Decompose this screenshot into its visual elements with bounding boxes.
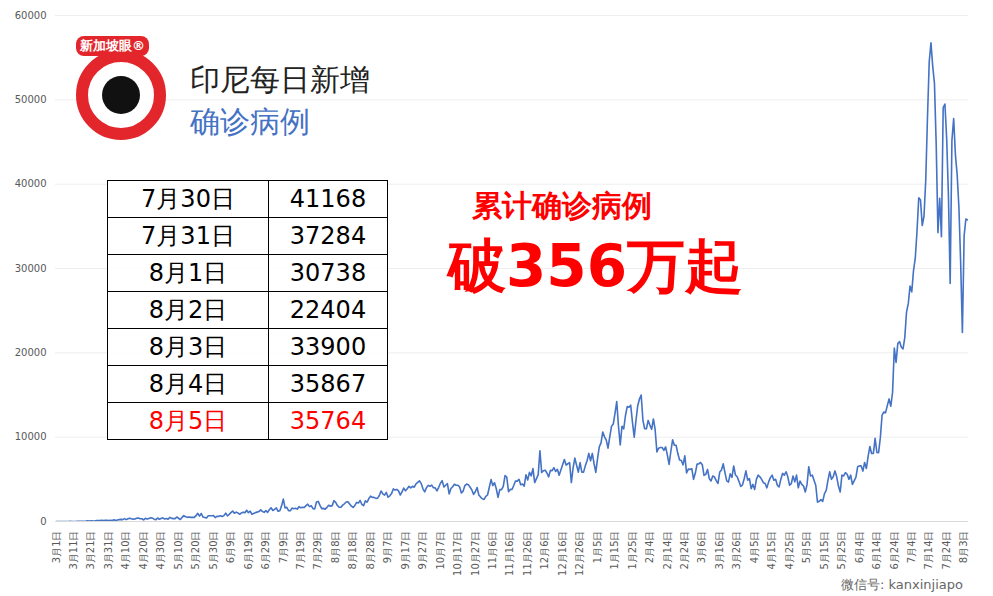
- svg-text:1月15日: 1月15日: [609, 531, 620, 570]
- svg-text:3月16日: 3月16日: [714, 531, 725, 570]
- svg-text:7月29日: 7月29日: [312, 531, 323, 570]
- svg-text:5月15日: 5月15日: [819, 531, 830, 570]
- svg-text:4月5日: 4月5日: [749, 531, 760, 564]
- svg-text:2月24日: 2月24日: [679, 531, 690, 570]
- svg-text:10月17日: 10月17日: [452, 531, 463, 576]
- html-text:破356万起: 破356万起: [448, 232, 744, 300]
- html-text:新加坡眼®: 新加坡眼®: [80, 38, 145, 53]
- svg-text:5月20日: 5月20日: [190, 531, 201, 570]
- svg-text:10月7日: 10月7日: [435, 531, 446, 570]
- svg-text:0: 0: [40, 516, 46, 527]
- html-text:累计确诊病例: 累计确诊病例: [472, 188, 652, 223]
- svg-text:9月27日: 9月27日: [417, 531, 428, 570]
- html-text:8月4日: 8月4日: [148, 370, 228, 398]
- svg-text:40000: 40000: [15, 178, 47, 189]
- svg-text:4月25日: 4月25日: [784, 531, 795, 570]
- svg-text:4月30日: 4月30日: [155, 531, 166, 570]
- html-text:33900: 33900: [289, 333, 367, 361]
- html-text:35764: 35764: [289, 407, 367, 435]
- svg-text:8月8日: 8月8日: [330, 531, 341, 564]
- html-text:35867: 35867: [289, 370, 367, 398]
- svg-text:6月14日: 6月14日: [871, 531, 882, 570]
- html-text:微信号: kanxinjiapo: 微信号: kanxinjiapo: [841, 577, 963, 592]
- svg-text:3月11日: 3月11日: [68, 531, 79, 570]
- svg-text:20000: 20000: [15, 347, 47, 358]
- html-text:8月5日: 8月5日: [148, 407, 228, 435]
- svg-text:4月10日: 4月10日: [120, 531, 131, 570]
- svg-text:30000: 30000: [15, 263, 47, 274]
- svg-text:8月3日: 8月3日: [958, 531, 969, 564]
- svg-text:11月16日: 11月16日: [504, 531, 515, 576]
- svg-text:4月15日: 4月15日: [766, 531, 777, 570]
- svg-text:6月24日: 6月24日: [889, 531, 900, 570]
- svg-text:2月14日: 2月14日: [662, 531, 673, 570]
- svg-text:5月25日: 5月25日: [836, 531, 847, 570]
- svg-text:5月10日: 5月10日: [173, 531, 184, 570]
- svg-text:3月6日: 3月6日: [696, 531, 707, 564]
- svg-text:7月19日: 7月19日: [295, 531, 306, 570]
- svg-text:2月4日: 2月4日: [644, 531, 655, 564]
- svg-text:8月18日: 8月18日: [347, 531, 358, 570]
- html-text:22404: 22404: [289, 296, 367, 324]
- svg-text:11月26日: 11月26日: [522, 531, 533, 576]
- svg-text:6月9日: 6月9日: [225, 531, 236, 564]
- html-text:印尼每日新增: 印尼每日新增: [190, 62, 370, 97]
- svg-text:7月24日: 7月24日: [941, 531, 952, 570]
- html-text:37284: 37284: [289, 222, 367, 250]
- svg-text:5月5日: 5月5日: [801, 531, 812, 564]
- html-text:8月1日: 8月1日: [148, 259, 228, 287]
- html-text:30738: 30738: [289, 259, 367, 287]
- svg-text:50000: 50000: [15, 94, 47, 105]
- svg-text:5月30日: 5月30日: [208, 531, 219, 570]
- html-text:7月30日: 7月30日: [141, 185, 235, 213]
- svg-text:8月28日: 8月28日: [365, 531, 376, 570]
- svg-text:1月25日: 1月25日: [627, 531, 638, 570]
- svg-text:3月31日: 3月31日: [103, 531, 114, 570]
- svg-text:12月6日: 12月6日: [539, 531, 550, 570]
- svg-text:60000: 60000: [15, 10, 47, 21]
- svg-text:11月6日: 11月6日: [487, 531, 498, 570]
- svg-text:12月16日: 12月16日: [557, 531, 568, 576]
- svg-text:7月14日: 7月14日: [923, 531, 934, 570]
- svg-text:1月5日: 1月5日: [592, 531, 603, 564]
- svg-text:12月26日: 12月26日: [574, 531, 585, 576]
- svg-text:6月4日: 6月4日: [854, 531, 865, 564]
- svg-text:6月29日: 6月29日: [260, 531, 271, 570]
- html-text:41168: 41168: [289, 185, 367, 213]
- html-text:8月2日: 8月2日: [148, 296, 228, 324]
- svg-text:3月21日: 3月21日: [85, 531, 96, 570]
- html-text:8月3日: 8月3日: [148, 333, 228, 361]
- svg-text:7月9日: 7月9日: [278, 531, 289, 564]
- svg-text:7月4日: 7月4日: [906, 531, 917, 564]
- svg-text:6月19日: 6月19日: [243, 531, 254, 570]
- svg-text:10月27日: 10月27日: [470, 531, 481, 576]
- svg-text:3月1日: 3月1日: [51, 531, 62, 564]
- svg-text:3月26日: 3月26日: [731, 531, 742, 570]
- svg-text:4月20日: 4月20日: [138, 531, 149, 570]
- svg-text:9月7日: 9月7日: [382, 531, 393, 564]
- svg-text:9月17日: 9月17日: [400, 531, 411, 570]
- svg-text:10000: 10000: [15, 431, 47, 442]
- html-text:确诊病例: 确诊病例: [190, 104, 310, 139]
- html-text:7月31日: 7月31日: [141, 222, 235, 250]
